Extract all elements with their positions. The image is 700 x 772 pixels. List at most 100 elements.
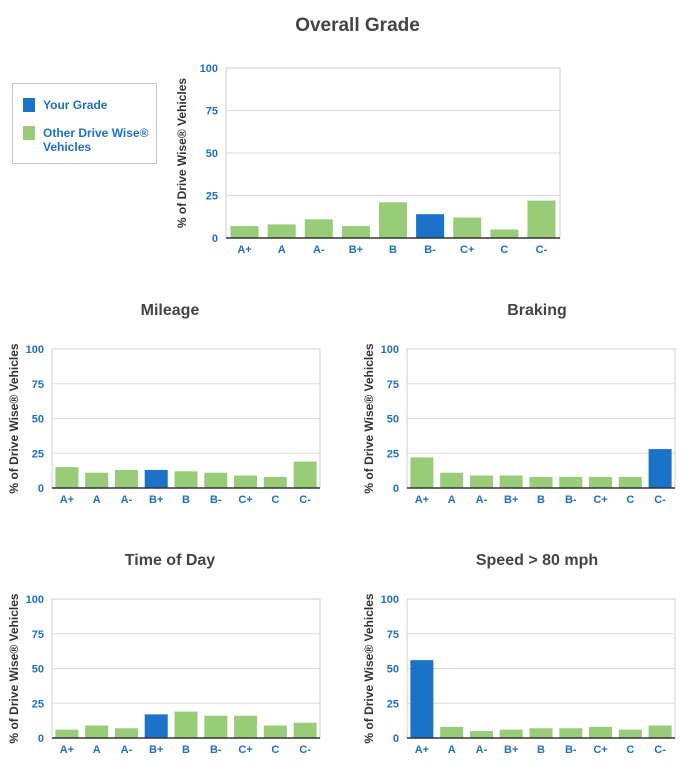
x-tick-label-overall: A- — [313, 244, 325, 256]
x-tick-label-time-of-day: C- — [299, 744, 311, 756]
legend-label-your-grade: Your Grade — [43, 98, 108, 112]
bar-overall-A — [267, 224, 296, 238]
x-tick-label-mileage: B- — [210, 494, 222, 506]
bar-mileage-B — [174, 471, 198, 488]
bar-mileage-C — [263, 476, 287, 488]
y-tick-label-mileage: 25 — [32, 448, 44, 460]
x-tick-label-overall: B — [389, 244, 397, 256]
bar-braking-B- — [559, 476, 583, 488]
x-tick-label-mileage: B — [182, 494, 190, 506]
bar-time-of-day-B — [174, 711, 198, 738]
x-tick-label-mileage: C- — [299, 494, 311, 506]
y-axis-label-overall: % of Drive Wise® Vehicles — [175, 78, 189, 228]
x-tick-label-time-of-day: A — [93, 744, 101, 756]
bar-speed-C+ — [589, 726, 613, 738]
bar-braking-C — [618, 476, 642, 488]
y-axis-label-braking: % of Drive Wise® Vehicles — [362, 343, 376, 493]
legend-label-other: Other Drive Wise® Vehicles — [43, 126, 149, 154]
x-tick-label-overall: A — [278, 244, 286, 256]
y-axis-label-speed: % of Drive Wise® Vehicles — [362, 593, 376, 743]
bar-braking-A+ — [410, 457, 434, 488]
x-tick-label-mileage: B+ — [149, 494, 163, 506]
y-tick-label-braking: 25 — [387, 448, 399, 460]
x-tick-label-overall: B+ — [349, 244, 363, 256]
y-tick-label-time-of-day: 50 — [32, 664, 44, 676]
x-tick-label-overall: C+ — [460, 244, 474, 256]
bar-braking-B+ — [499, 475, 523, 488]
x-tick-label-time-of-day: C+ — [238, 744, 252, 756]
bar-braking-B — [529, 476, 553, 488]
y-tick-label-braking: 75 — [387, 379, 399, 391]
y-tick-label-mileage: 0 — [38, 483, 44, 495]
bar-speed-A — [440, 726, 464, 738]
y-tick-label-time-of-day: 25 — [32, 698, 44, 710]
y-tick-label-speed: 75 — [387, 629, 399, 641]
x-tick-label-braking: C- — [654, 494, 666, 506]
bar-overall-A+ — [230, 226, 259, 238]
bar-braking-A — [440, 472, 464, 488]
bar-time-of-day-C+ — [234, 715, 258, 738]
x-tick-label-speed: C — [626, 744, 634, 756]
y-tick-label-mileage: 75 — [32, 379, 44, 391]
x-tick-label-mileage: C — [271, 494, 279, 506]
y-tick-label-speed: 100 — [381, 594, 399, 606]
bar-speed-B- — [559, 728, 583, 738]
bar-time-of-day-C — [263, 725, 287, 738]
y-tick-label-time-of-day: 0 — [38, 733, 44, 745]
x-tick-label-braking: C+ — [593, 494, 607, 506]
bar-overall-A- — [304, 219, 333, 238]
x-tick-label-overall: A+ — [237, 244, 251, 256]
x-tick-label-time-of-day: A- — [121, 744, 133, 756]
y-tick-label-overall: 75 — [206, 106, 218, 118]
bar-speed-B+ — [499, 729, 523, 738]
bar-speed-C — [618, 729, 642, 738]
bar-speed-C- — [648, 725, 672, 738]
x-tick-label-overall: B- — [424, 244, 436, 256]
x-tick-label-speed: A- — [476, 744, 488, 756]
bar-mileage-B+ — [144, 469, 168, 488]
bar-speed-A- — [469, 731, 493, 738]
bar-time-of-day-B- — [204, 715, 228, 738]
x-tick-label-braking: B+ — [504, 494, 518, 506]
y-tick-label-overall: 0 — [212, 233, 218, 245]
y-tick-label-braking: 100 — [381, 344, 399, 356]
bar-time-of-day-A+ — [55, 729, 79, 738]
y-tick-label-braking: 0 — [393, 483, 399, 495]
y-tick-label-braking: 50 — [387, 414, 399, 426]
chart-title-mileage: Mileage — [140, 302, 200, 319]
x-tick-label-speed: A — [448, 744, 456, 756]
legend-item-your-grade: Your Grade — [23, 98, 158, 112]
x-tick-label-braking: A — [448, 494, 456, 506]
bar-speed-B — [529, 728, 553, 738]
bar-overall-B — [379, 202, 407, 238]
bar-mileage-A- — [114, 469, 138, 488]
y-tick-label-time-of-day: 100 — [26, 594, 44, 606]
x-tick-label-time-of-day: B- — [210, 744, 222, 756]
bar-mileage-C- — [293, 461, 317, 488]
chart-title-time-of-day: Time of Day — [124, 552, 216, 569]
y-tick-label-speed: 50 — [387, 664, 399, 676]
x-tick-label-mileage: A — [93, 494, 101, 506]
bar-braking-C+ — [589, 476, 613, 488]
x-tick-label-braking: B — [537, 494, 545, 506]
bar-mileage-A — [85, 472, 109, 488]
x-tick-label-mileage: C+ — [238, 494, 252, 506]
y-tick-label-overall: 25 — [206, 191, 218, 203]
bar-mileage-A+ — [55, 467, 79, 488]
x-tick-label-time-of-day: C — [271, 744, 279, 756]
bar-mileage-B- — [204, 472, 228, 488]
legend-swatch-other — [23, 126, 35, 140]
x-tick-label-braking: C — [626, 494, 634, 506]
bar-time-of-day-A- — [114, 728, 138, 738]
x-tick-label-time-of-day: B — [182, 744, 190, 756]
bar-overall-C- — [527, 200, 556, 238]
x-tick-label-speed: A+ — [415, 744, 429, 756]
legend-item-other: Other Drive Wise® Vehicles — [23, 126, 158, 154]
x-tick-label-braking: A- — [476, 494, 488, 506]
x-tick-label-speed: B+ — [504, 744, 518, 756]
legend-swatch-your-grade — [23, 98, 35, 112]
bar-mileage-C+ — [234, 475, 258, 488]
bar-braking-C- — [648, 449, 672, 488]
bar-time-of-day-C- — [293, 722, 317, 738]
